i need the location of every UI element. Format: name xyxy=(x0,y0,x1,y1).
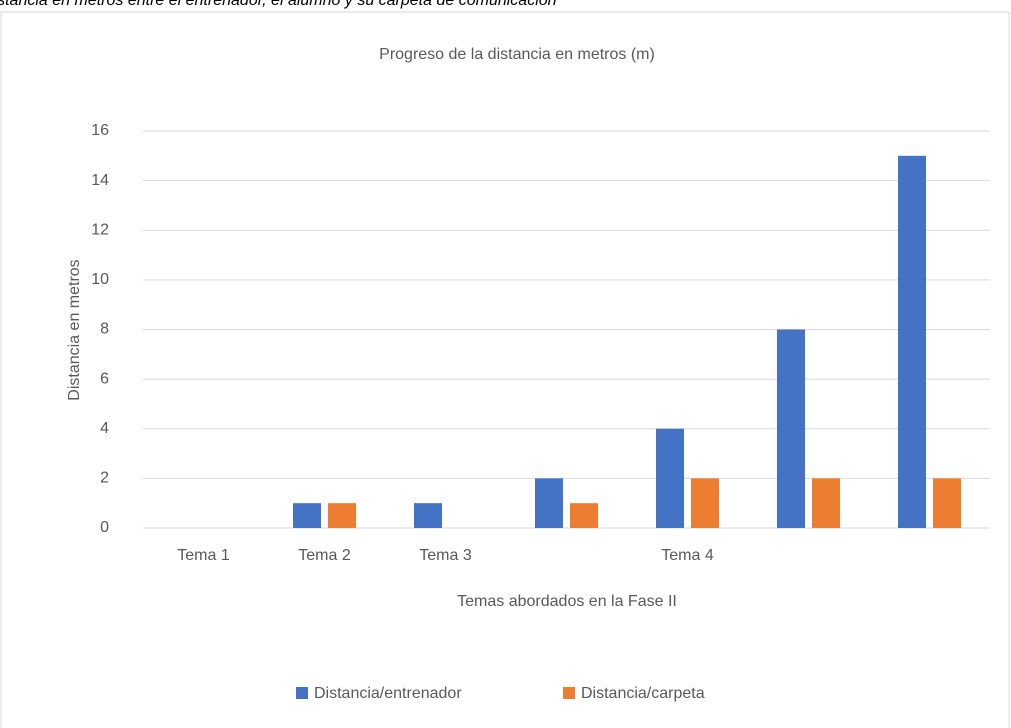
y-tick-label: 8 xyxy=(100,321,109,338)
x-tick-label: Tema 4 xyxy=(661,547,714,564)
bar xyxy=(933,478,961,528)
bar xyxy=(777,329,805,528)
bar xyxy=(898,155,926,528)
y-axis-label: Distancia en metros xyxy=(66,259,83,400)
x-axis-label: Temas abordados en la Fase II xyxy=(457,593,677,610)
y-tick-label: 10 xyxy=(91,271,109,288)
y-tick-label: 16 xyxy=(91,122,109,139)
y-tick-label: 4 xyxy=(100,420,109,437)
bar xyxy=(535,478,563,528)
x-tick-label: Tema 3 xyxy=(419,547,472,564)
y-tick-label: 14 xyxy=(91,172,109,189)
bar xyxy=(570,503,598,528)
legend-label: Distancia/carpeta xyxy=(581,685,705,702)
bar xyxy=(414,503,442,528)
y-tick-label: 12 xyxy=(91,221,109,238)
x-tick-label: Tema 2 xyxy=(298,547,351,564)
bar xyxy=(293,503,321,528)
legend-swatch xyxy=(296,687,308,699)
bar xyxy=(328,503,356,528)
y-tick-label: 0 xyxy=(100,519,109,536)
chart-border xyxy=(0,11,1010,728)
legend-swatch xyxy=(563,687,575,699)
bar xyxy=(691,478,719,528)
x-tick-label: Tema 1 xyxy=(177,547,230,564)
bar xyxy=(812,478,840,528)
chart-title: Progreso de la distancia en metros (m) xyxy=(379,46,655,63)
legend-label: Distancia/entrenador xyxy=(314,685,462,702)
caption: Distancia en metros entre el entrenador,… xyxy=(0,0,557,9)
y-tick-label: 6 xyxy=(100,370,109,387)
bar xyxy=(656,428,684,528)
y-tick-label: 2 xyxy=(100,470,109,487)
